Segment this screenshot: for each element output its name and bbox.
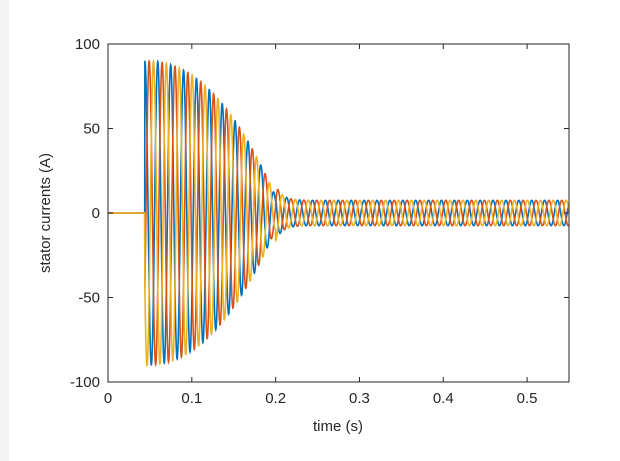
- x-tick-label: 0.1: [181, 390, 202, 407]
- y-tick-label: 0: [92, 205, 100, 222]
- series-layer: [108, 58, 570, 368]
- x-tick-label: 0.2: [265, 390, 286, 407]
- y-tick-label: 50: [83, 121, 100, 138]
- x-tick-label: 0.3: [349, 390, 370, 407]
- y-tick-label: -50: [78, 290, 100, 307]
- y-axis-label: stator currents (A): [37, 153, 54, 273]
- left-margin-strip: [0, 0, 9, 461]
- series-line-phase-1: [108, 58, 570, 366]
- y-tick-label: 100: [75, 36, 100, 53]
- y-tick-label: -100: [70, 374, 100, 391]
- x-axis-ticks: 0 0.1 0.2 0.3 0.4 0.5: [104, 44, 538, 407]
- x-tick-label: 0.5: [517, 390, 538, 407]
- x-tick-label: 0.4: [433, 390, 454, 407]
- series-line-phase-3: [108, 59, 570, 368]
- x-axis-label: time (s): [313, 418, 363, 435]
- y-axis-ticks: 100 50 0 -50 -100: [70, 36, 569, 391]
- x-tick-label: 0: [104, 390, 112, 407]
